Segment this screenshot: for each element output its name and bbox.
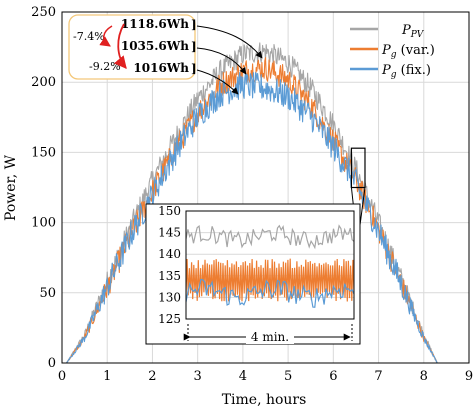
energy-label-pv: 1118.6Wh bbox=[121, 17, 189, 31]
x-tick-label: 1 bbox=[103, 369, 111, 384]
bracket-var: ] bbox=[191, 40, 197, 54]
x-tick-label: 9 bbox=[465, 369, 473, 384]
legend: PPV Pg (var.) Pg (fix.) bbox=[350, 23, 435, 80]
duration-label-bg bbox=[246, 329, 294, 344]
energy-label-fix: 1016Wh bbox=[133, 61, 189, 75]
legend-label-fix: Pg (fix.) bbox=[381, 63, 431, 80]
zoom-region-box bbox=[350, 147, 366, 189]
axis-ticks: 0 1 2 3 4 5 6 7 8 9 0 50 100 150 200 250 bbox=[31, 5, 473, 384]
callout-arrow-var bbox=[196, 47, 247, 75]
x-tick-label: 4 bbox=[239, 369, 247, 384]
series-line bbox=[66, 72, 438, 363]
bracket-fix: ] bbox=[191, 62, 197, 76]
x-tick-label: 5 bbox=[284, 369, 292, 384]
percent-label-fix: -9.2% bbox=[89, 60, 121, 73]
inset-y-ticks: 125 130 135 140 145 150 bbox=[158, 204, 181, 326]
x-tick-label: 7 bbox=[374, 369, 382, 384]
y-tick-label: 0 bbox=[48, 356, 56, 371]
energy-annotation-box bbox=[68, 14, 196, 80]
legend-label-pv: PPV bbox=[401, 23, 425, 40]
y-tick-label: 200 bbox=[31, 75, 56, 90]
inset-series-line bbox=[186, 258, 354, 302]
inset-y-tick-label: 125 bbox=[158, 312, 181, 326]
y-tick-label: 100 bbox=[31, 216, 56, 231]
legend-label-var: Pg (var.) bbox=[381, 43, 435, 60]
x-axis-label: Time, hours bbox=[222, 392, 307, 408]
x-tick-label: 8 bbox=[420, 369, 428, 384]
inset-y-tick-label: 150 bbox=[158, 204, 181, 218]
plot-area-frame bbox=[61, 11, 470, 364]
inset-y-tick-label: 140 bbox=[158, 247, 181, 261]
bracket-pv: ] bbox=[191, 18, 197, 32]
y-tick-label: 250 bbox=[31, 5, 56, 20]
y-tick-label: 150 bbox=[31, 145, 56, 160]
inset-series-line bbox=[186, 224, 354, 250]
y-tick-label: 50 bbox=[39, 286, 56, 301]
x-tick-label: 6 bbox=[329, 369, 337, 384]
reduction-arrow-fix bbox=[113, 23, 127, 69]
inset-y-tick-label: 145 bbox=[158, 226, 181, 240]
duration-label: 4 min. bbox=[251, 330, 289, 344]
y-axis-label: Power, W bbox=[3, 154, 19, 221]
callout-arrow-fix bbox=[196, 69, 239, 95]
energy-label-var: 1035.6Wh bbox=[121, 39, 189, 53]
reduction-arrow-var bbox=[99, 25, 113, 47]
x-tick-label: 2 bbox=[148, 369, 156, 384]
x-tick-label: 0 bbox=[58, 369, 66, 384]
inset-y-tick-label: 135 bbox=[158, 269, 181, 283]
inset-plot-frame bbox=[185, 210, 355, 320]
x-tick-label: 3 bbox=[194, 369, 202, 384]
inset-series-group bbox=[186, 224, 354, 308]
inset-y-tick-label: 130 bbox=[158, 290, 181, 304]
inset-series-line bbox=[186, 278, 354, 308]
callout-arrow-pv bbox=[196, 25, 263, 59]
percent-label-var: -7.4% bbox=[73, 30, 105, 43]
